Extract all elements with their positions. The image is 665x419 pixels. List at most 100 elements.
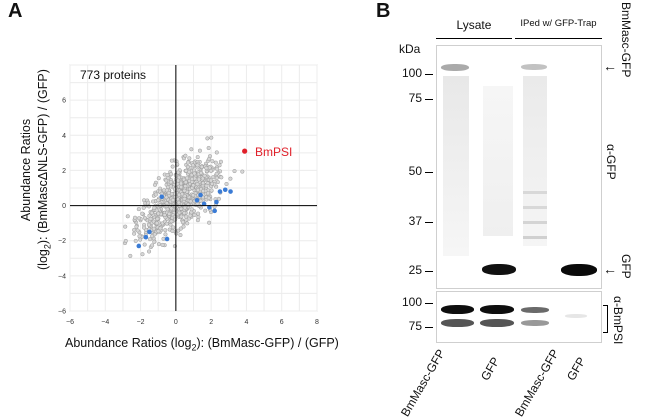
mw-tick-75-bottom (425, 327, 433, 328)
protein-point (146, 249, 152, 254)
bmpsi-highlight-label: BmPSI (255, 145, 293, 159)
band-faint-3 (523, 221, 547, 224)
x-tick-label: −6 (66, 319, 74, 326)
protein-point (163, 232, 168, 237)
x-tick-label: −4 (101, 319, 109, 326)
lane-label-2: GFP (478, 354, 503, 383)
protein-point (185, 176, 190, 181)
protein-point (176, 170, 181, 175)
protein-point (156, 242, 161, 247)
protein-point (168, 184, 173, 189)
y-tick-label: −6 (58, 309, 66, 316)
band-psi-faint-4 (565, 314, 587, 318)
protein-point (189, 207, 194, 212)
protein-point (224, 181, 229, 187)
data-points (122, 135, 248, 258)
protein-point (169, 191, 174, 197)
highlighted-point (201, 201, 207, 207)
protein-point (162, 212, 167, 218)
panel-a-letter: A (8, 0, 23, 22)
smear-lane2 (483, 86, 513, 236)
band-gfp-ip (561, 264, 597, 276)
protein-point (183, 180, 188, 185)
protein-point (218, 159, 224, 164)
highlighted-point (198, 192, 203, 198)
protein-point (136, 216, 142, 221)
protein-point (168, 172, 174, 177)
protein-point (173, 217, 178, 222)
protein-point (189, 177, 195, 182)
protein-point (164, 221, 169, 226)
band-bmmasc-ip (521, 64, 547, 70)
protein-point (178, 226, 183, 231)
protein-point (208, 178, 213, 183)
arrow-gfp-icon: ← (603, 261, 617, 277)
protein-point (196, 211, 201, 216)
protein-point (204, 183, 209, 188)
y-tick-label: 0 (62, 203, 66, 210)
protein-point (123, 238, 128, 243)
y-tick-label: −2 (58, 238, 66, 245)
protein-point (183, 184, 188, 189)
protein-point (152, 182, 158, 187)
protein-point (150, 233, 155, 239)
protein-point (207, 220, 212, 225)
y-tick-label: 6 (62, 98, 66, 105)
protein-point (206, 195, 211, 201)
protein-point (206, 157, 211, 162)
protein-point (169, 206, 174, 211)
protein-point (138, 237, 143, 242)
highlighted-point (136, 243, 142, 249)
protein-point (192, 171, 197, 176)
protein-point (185, 221, 190, 226)
mw-marker-100-bottom: 100 (401, 295, 422, 309)
protein-point (240, 169, 245, 174)
protein-point (150, 243, 155, 248)
band-psi-lower-3 (521, 320, 549, 326)
band-bmmasc-lysate (441, 64, 469, 71)
protein-point (205, 136, 210, 141)
band-gfp-lysate (482, 264, 516, 275)
highlighted-point (214, 199, 219, 205)
axis-ticks: −6 −4 −2 0 2 4 6 8 −6 −4 −2 0 2 4 6 (58, 98, 319, 326)
protein-point (210, 159, 215, 164)
protein-point (217, 163, 222, 168)
lysate-label: Lysate (456, 18, 492, 32)
protein-point (151, 199, 156, 204)
bmpsi-bracket (603, 305, 608, 333)
protein-point (135, 228, 140, 233)
band-psi-lower-1 (441, 319, 474, 327)
protein-point (146, 222, 151, 227)
protein-point (182, 205, 187, 210)
protein-point (185, 164, 190, 170)
protein-point (168, 180, 173, 185)
x-tick-label: 4 (244, 319, 248, 326)
arrow-bmmasc-icon: ← (603, 58, 617, 74)
protein-point (201, 181, 206, 186)
protein-point (142, 242, 147, 247)
protein-point (214, 150, 219, 155)
protein-point (214, 171, 219, 176)
protein-point (140, 211, 145, 216)
protein-point (214, 166, 220, 171)
protein-point (192, 212, 197, 218)
mw-marker-75: 75 (408, 91, 422, 105)
protein-point (170, 228, 175, 233)
protein-point (203, 208, 208, 213)
mw-marker-100: 100 (401, 66, 422, 80)
protein-point (177, 192, 182, 197)
smear-lane3 (523, 76, 547, 246)
protein-point (195, 155, 200, 160)
x-tick-label: 2 (209, 319, 213, 326)
protein-point (167, 211, 172, 216)
lane-label-4: GFP (564, 354, 589, 383)
protein-point (134, 224, 139, 229)
protein-point (179, 184, 184, 189)
protein-point (133, 238, 138, 243)
protein-point (196, 177, 201, 182)
highlighted-point (194, 198, 200, 203)
protein-point (202, 173, 207, 178)
protein-point (188, 199, 193, 204)
protein-point (178, 233, 183, 238)
protein-point (163, 228, 168, 233)
